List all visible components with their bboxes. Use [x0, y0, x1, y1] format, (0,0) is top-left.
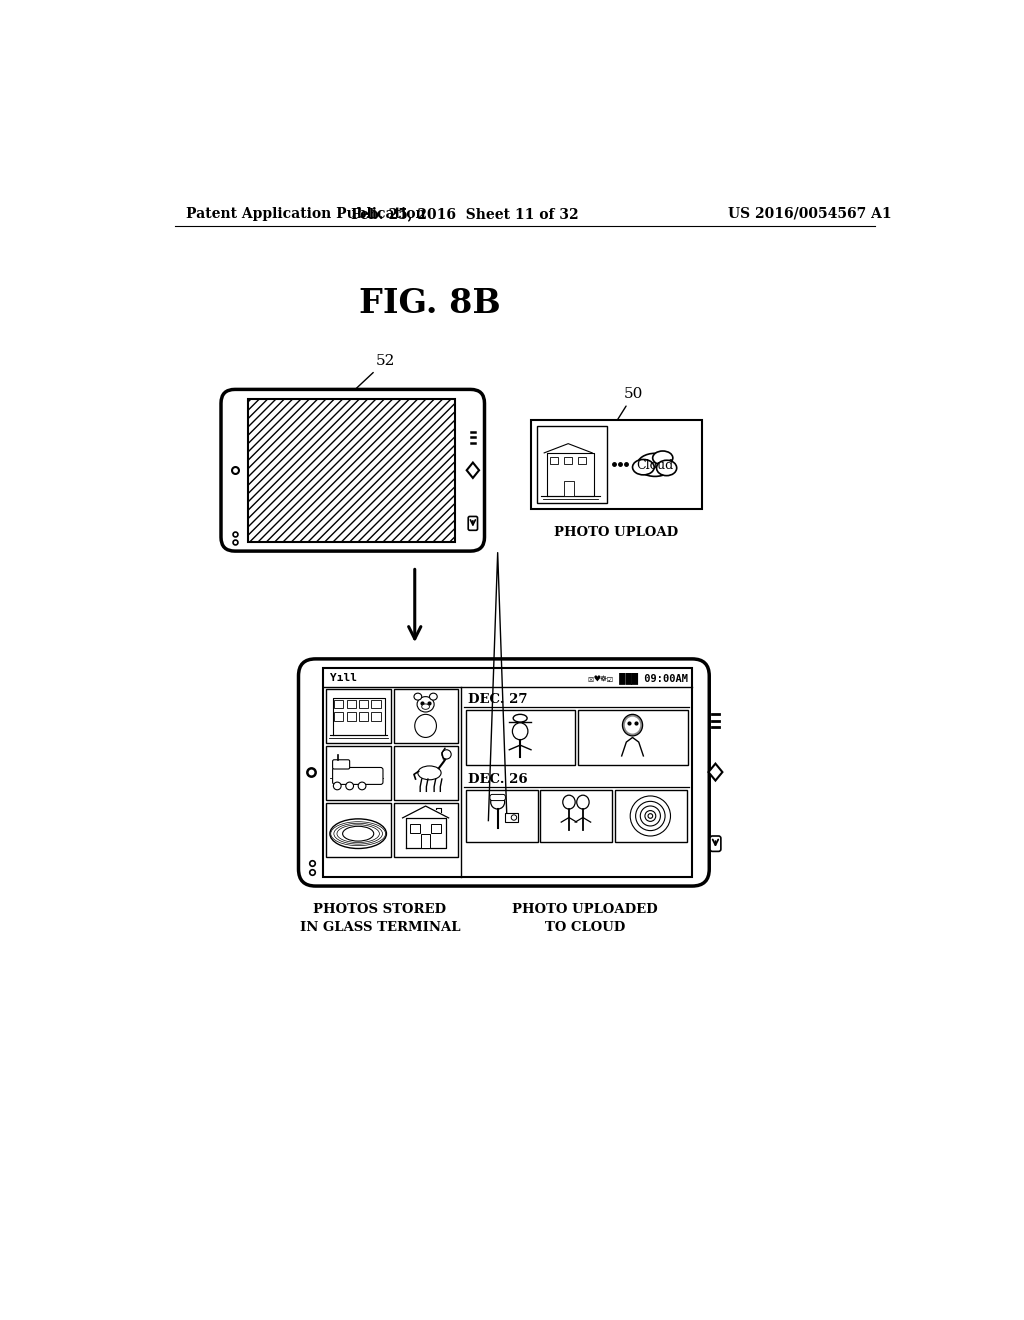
Text: 52: 52: [354, 354, 395, 389]
Text: FIG. 8B: FIG. 8B: [359, 286, 501, 319]
Bar: [579, 710, 687, 766]
Bar: [431, 824, 441, 833]
Ellipse shape: [648, 813, 652, 818]
Ellipse shape: [563, 795, 575, 809]
Bar: [359, 711, 369, 721]
Ellipse shape: [637, 453, 673, 477]
FancyBboxPatch shape: [489, 795, 506, 800]
Bar: [327, 746, 391, 800]
Text: PHOTO UPLOAD: PHOTO UPLOAD: [554, 525, 678, 539]
Bar: [578, 457, 586, 465]
Ellipse shape: [630, 796, 671, 836]
Ellipse shape: [422, 704, 429, 709]
Ellipse shape: [640, 807, 660, 826]
Bar: [346, 711, 356, 721]
Ellipse shape: [358, 781, 366, 789]
Ellipse shape: [414, 693, 422, 700]
Ellipse shape: [656, 461, 677, 475]
Text: US 2016/0054567 A1: US 2016/0054567 A1: [728, 207, 892, 220]
Bar: [563, 480, 573, 496]
Bar: [372, 711, 381, 721]
Ellipse shape: [645, 810, 655, 821]
Ellipse shape: [511, 814, 517, 820]
Ellipse shape: [633, 459, 654, 475]
Ellipse shape: [418, 766, 441, 780]
Text: Feb. 25, 2016  Sheet 11 of 32: Feb. 25, 2016 Sheet 11 of 32: [351, 207, 579, 220]
Bar: [334, 711, 343, 721]
Bar: [421, 834, 430, 847]
Text: PHOTO UPLOADED
TO CLOUD: PHOTO UPLOADED TO CLOUD: [512, 903, 658, 935]
Ellipse shape: [652, 451, 673, 465]
Text: 50: 50: [617, 387, 643, 420]
Ellipse shape: [636, 801, 665, 830]
Ellipse shape: [429, 693, 437, 700]
Ellipse shape: [346, 781, 353, 789]
Polygon shape: [467, 462, 479, 478]
Ellipse shape: [490, 795, 505, 809]
Bar: [346, 701, 356, 708]
Bar: [394, 803, 458, 857]
Text: PHOTOS STORED
IN GLASS TERMINAL: PHOTOS STORED IN GLASS TERMINAL: [300, 903, 460, 935]
Ellipse shape: [623, 714, 643, 737]
Bar: [327, 689, 391, 743]
Bar: [394, 689, 458, 743]
Bar: [466, 789, 538, 842]
Text: Patent Application Publication: Patent Application Publication: [186, 207, 426, 220]
FancyBboxPatch shape: [221, 389, 484, 552]
FancyBboxPatch shape: [710, 836, 721, 851]
Text: Cloud: Cloud: [636, 459, 674, 473]
Bar: [506, 813, 518, 822]
FancyBboxPatch shape: [333, 760, 349, 770]
FancyBboxPatch shape: [468, 516, 477, 531]
Polygon shape: [709, 763, 722, 780]
Ellipse shape: [334, 781, 341, 789]
Ellipse shape: [577, 795, 589, 809]
Ellipse shape: [625, 717, 640, 734]
Bar: [466, 710, 575, 766]
Bar: [327, 803, 391, 857]
Ellipse shape: [512, 723, 528, 739]
Bar: [372, 701, 381, 708]
Bar: [538, 426, 607, 503]
Ellipse shape: [417, 697, 434, 711]
Bar: [614, 789, 687, 842]
Bar: [394, 746, 458, 800]
Bar: [541, 789, 612, 842]
Bar: [248, 399, 455, 543]
Bar: [411, 824, 421, 833]
Bar: [324, 668, 692, 876]
Ellipse shape: [343, 826, 374, 841]
Ellipse shape: [442, 750, 452, 759]
Bar: [531, 420, 701, 508]
Text: DEC. 27: DEC. 27: [468, 693, 527, 706]
Text: Yıll: Yıll: [330, 673, 356, 684]
Bar: [550, 457, 558, 465]
Ellipse shape: [415, 714, 436, 738]
FancyBboxPatch shape: [333, 767, 383, 784]
Text: DEC. 26: DEC. 26: [468, 774, 527, 787]
Bar: [563, 457, 572, 465]
Ellipse shape: [330, 818, 386, 849]
Bar: [359, 701, 369, 708]
FancyBboxPatch shape: [299, 659, 710, 886]
Text: ☒♥☸☑ ███ 09:00AM: ☒♥☸☑ ███ 09:00AM: [589, 672, 688, 684]
Bar: [334, 701, 343, 708]
Ellipse shape: [513, 714, 527, 722]
